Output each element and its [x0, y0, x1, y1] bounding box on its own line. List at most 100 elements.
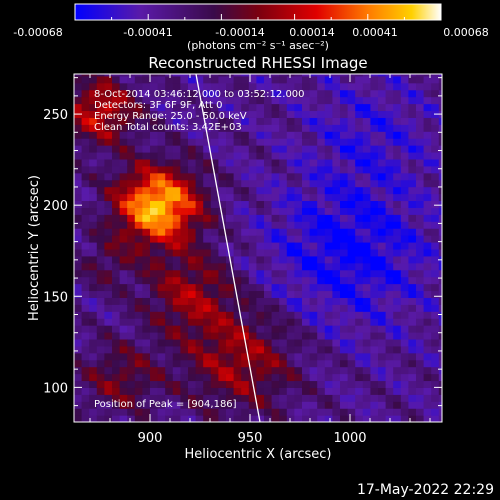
- heatmap-cell: [393, 207, 402, 215]
- heatmap-cell: [340, 248, 349, 257]
- heatmap-cell: [112, 207, 121, 215]
- heatmap-cell: [279, 124, 288, 132]
- heatmap-cell: [324, 380, 333, 388]
- heatmap-cell: [150, 74, 159, 77]
- heatmap-cell: [393, 276, 402, 285]
- heatmap-cell: [347, 117, 356, 125]
- heatmap-cell: [218, 359, 227, 368]
- heatmap-cell: [378, 304, 387, 312]
- heatmap-cell: [172, 158, 181, 167]
- heatmap-cell: [165, 214, 174, 222]
- heatmap-cell: [241, 352, 250, 361]
- heatmap-cell: [180, 151, 189, 160]
- heatmap-cell: [233, 165, 242, 174]
- heatmap-cell: [271, 124, 280, 132]
- heatmap-cell: [96, 325, 105, 333]
- heatmap-cell: [340, 186, 349, 195]
- heatmap-cell: [423, 151, 432, 160]
- heatmap-cell: [264, 228, 273, 236]
- heatmap-cell: [74, 394, 83, 402]
- heatmap-cell: [226, 297, 235, 305]
- heatmap-cell: [423, 366, 432, 375]
- annotation-energy-range: Energy Range: 25.0 - 50.0 keV: [94, 111, 247, 122]
- heatmap-cell: [134, 228, 143, 236]
- heatmap-cell: [271, 103, 280, 112]
- heatmap-cell: [347, 394, 356, 402]
- heatmap-cell: [279, 179, 288, 188]
- heatmap-cell: [112, 311, 121, 319]
- heatmap-cell: [74, 359, 83, 368]
- heatmap-cell: [393, 345, 402, 354]
- heatmap-cell: [74, 75, 83, 84]
- heatmap-cell: [81, 82, 90, 91]
- heatmap-cell: [431, 89, 440, 98]
- heatmap-cell: [233, 110, 242, 118]
- heatmap-cell: [74, 124, 83, 132]
- heatmap-cell: [370, 311, 379, 319]
- heatmap-cell: [233, 207, 242, 215]
- heatmap-cell: [172, 82, 181, 91]
- heatmap-cell: [195, 235, 204, 243]
- heatmap-cell: [286, 387, 295, 395]
- heatmap-cell: [150, 241, 159, 250]
- heatmap-cell: [340, 241, 349, 250]
- heatmap-cell: [248, 352, 257, 361]
- heatmap-cell: [119, 338, 128, 347]
- heatmap-cell: [264, 331, 273, 340]
- heatmap-cell: [127, 262, 136, 271]
- heatmap-cell: [256, 131, 265, 139]
- heatmap-cell: [241, 221, 250, 229]
- heatmap-cell: [180, 82, 189, 91]
- heatmap-cell: [340, 165, 349, 174]
- heatmap-cell: [241, 241, 250, 250]
- heatmap-cell: [332, 138, 341, 146]
- heatmap-cell: [81, 110, 90, 118]
- heatmap-cell: [74, 415, 83, 422]
- heatmap-cell: [248, 186, 257, 195]
- heatmap-cell: [385, 138, 394, 146]
- heatmap-cell: [416, 117, 425, 125]
- heatmap-cell: [180, 290, 189, 298]
- heatmap-cell: [233, 394, 242, 402]
- heatmap-cell: [195, 311, 204, 319]
- heatmap-cell: [210, 131, 219, 139]
- heatmap-cell: [385, 380, 394, 388]
- heatmap-cell: [112, 345, 121, 354]
- heatmap-cell: [400, 359, 409, 368]
- heatmap-cell: [256, 158, 265, 167]
- heatmap-cell: [256, 241, 265, 250]
- heatmap-cell: [165, 311, 174, 319]
- heatmap-cell: [423, 89, 432, 98]
- heatmap-cell: [218, 318, 227, 326]
- heatmap-cell: [393, 110, 402, 118]
- heatmap-cell: [408, 380, 417, 388]
- heatmap-cell: [264, 110, 273, 118]
- heatmap-cell: [355, 186, 364, 195]
- heatmap-cell: [302, 186, 311, 195]
- heatmap-cell: [112, 297, 121, 305]
- heatmap-cell: [74, 304, 83, 312]
- heatmap-cell: [210, 311, 219, 319]
- heatmap-cell: [332, 380, 341, 388]
- heatmap-cell: [157, 387, 166, 395]
- heatmap-cell: [203, 394, 212, 402]
- heatmap-cell: [195, 179, 204, 188]
- heatmap-cell: [165, 200, 174, 208]
- heatmap-cell: [119, 359, 128, 368]
- heatmap-cell: [294, 207, 303, 215]
- heatmap-cell: [385, 408, 394, 416]
- heatmap-cell: [233, 82, 242, 91]
- heatmap-cell: [332, 269, 341, 278]
- heatmap-cell: [112, 145, 121, 153]
- heatmap-cell: [431, 158, 440, 167]
- heatmap-cell: [279, 387, 288, 395]
- heatmap-cell: [340, 380, 349, 388]
- heatmap-cell: [271, 200, 280, 208]
- heatmap-cell: [385, 103, 394, 112]
- heatmap-cell: [423, 158, 432, 167]
- heatmap-cell: [370, 200, 379, 208]
- heatmap-cell: [324, 290, 333, 298]
- heatmap-cell: [362, 172, 371, 181]
- heatmap-cell: [180, 304, 189, 312]
- heatmap-cell: [142, 165, 151, 174]
